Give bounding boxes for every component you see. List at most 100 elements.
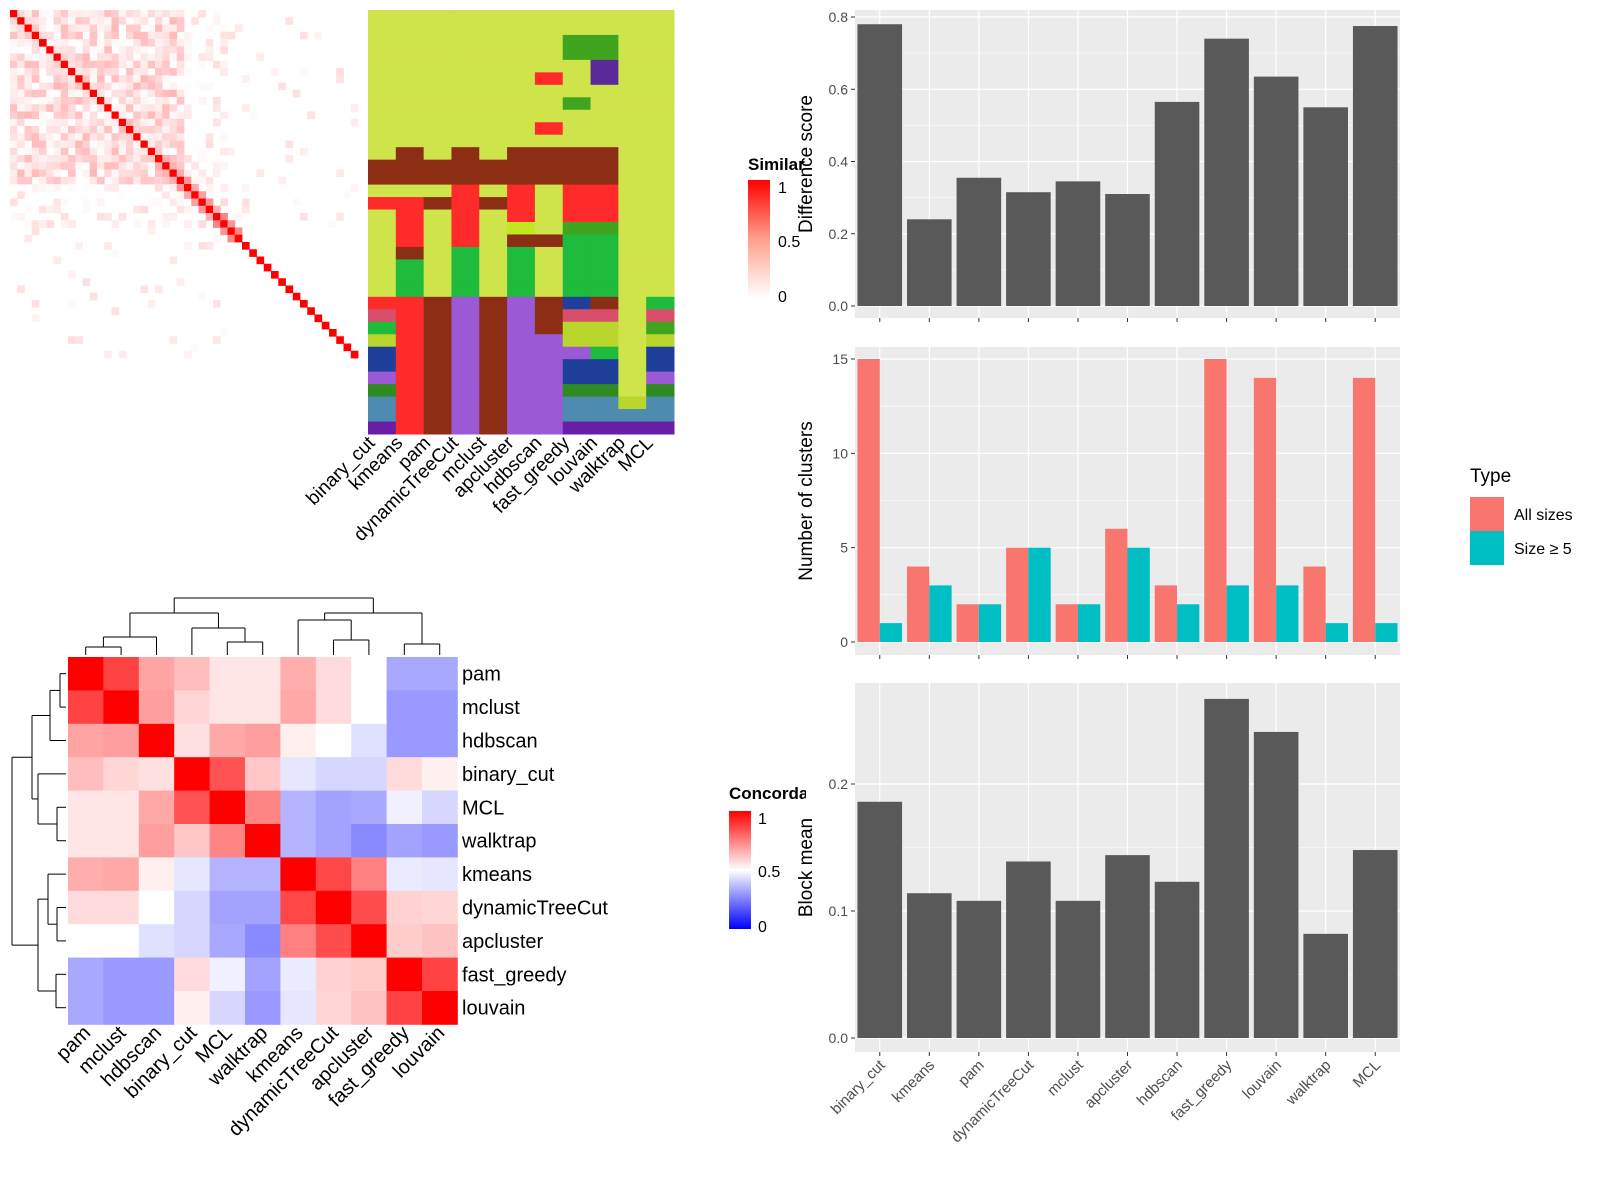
similarity-cell [46,220,54,228]
membership-cell [534,147,564,161]
y-tick-label: 5 [840,540,848,556]
membership-cell [590,259,619,273]
bar-size-ge-5 [1375,623,1398,642]
membership-cell [534,259,564,273]
membership-cell [562,72,592,86]
similarity-cell [10,46,18,54]
similarity-cell [147,220,156,228]
membership-cell [451,409,480,423]
similarity-cell [155,17,163,25]
concordance-cell [174,757,210,791]
concordance-row-label: louvain [462,998,525,1020]
concordance-cell [68,723,104,758]
concordance-legend-title: Concordance [729,784,838,803]
similarity-cell [46,184,54,192]
concordance-row-label: kmeans [462,864,532,886]
similarity-cell [82,198,91,207]
similarity-cell [169,184,178,192]
membership-cell [590,334,619,348]
similarity-cell [82,89,91,98]
membership-cell [395,296,425,310]
similarity-cell [17,68,25,76]
similarity-cell [155,97,163,105]
similarity-cell [184,184,192,192]
similarity-cell [118,60,127,69]
similarity-cell [140,31,149,40]
similarity-cell [184,350,192,359]
similarity-cell [256,169,265,178]
membership-cell [451,197,480,211]
similarity-cell [75,118,83,127]
similarity-cell [60,176,69,185]
similarity-cell [118,46,127,54]
similarity-cell [184,82,192,91]
similarity-cell [82,111,91,120]
concordance-cell [351,890,387,925]
membership-cell [479,321,508,335]
similarity-cell [198,10,207,18]
similarity-cell [17,213,25,221]
bar [1303,933,1348,1038]
membership-cell [646,371,675,385]
similarity-cell [89,147,98,156]
similarity-cell [60,46,69,54]
concordance-cell [315,890,352,925]
similarity-cell [111,140,120,149]
similarity-cell [169,53,178,62]
concordance-cell [386,957,423,992]
membership-cell [618,10,647,23]
membership-cell [534,159,564,173]
membership-cell [368,222,397,235]
concordance-cell [103,991,140,1025]
similarity-cell [82,53,91,62]
membership-cell [562,59,592,73]
similarity-cell [111,176,120,185]
similarity-cell [227,31,236,40]
membership-cell [368,334,397,348]
similarity-cell [126,68,134,76]
similarity-cell [118,126,127,134]
similarity-cell [111,75,120,83]
similarity-cell [133,82,141,91]
concordance-cell [209,924,246,958]
concordance-cell [174,657,210,691]
similarity-cell [24,169,33,178]
similarity-legend-tick-05: 0.5 [778,234,800,251]
membership-cell [479,122,508,136]
type-legend-swatch-size5 [1470,531,1504,565]
membership-cell [395,47,425,61]
bar-all-sizes [1105,528,1128,642]
similarity-cell [68,155,76,163]
bar [1352,26,1398,307]
similarity-cell [205,184,214,192]
similarity-cell [111,10,120,18]
similarity-cell [118,111,127,120]
similarity-cell [97,39,105,47]
similarity-cell [198,198,207,207]
similarity-cell [220,39,228,47]
concordance-cell [386,790,423,825]
similarity-cell [169,176,178,185]
membership-cell [562,371,592,385]
similarity-cell [97,162,105,170]
concordance-cell [422,657,458,691]
similarity-heatmap [10,10,359,359]
similarity-cell [53,118,62,127]
concordance-cell [422,857,458,892]
membership-cell [562,222,592,235]
similarity-cell [39,104,47,112]
similarity-cell [17,126,25,134]
similarity-cell [126,147,134,156]
similarity-cell [147,176,156,185]
similarity-cell [97,126,105,134]
similarity-cell [176,39,185,47]
y-tick-label: 0.2 [829,776,849,792]
membership-cell [395,359,425,373]
similarity-cell [39,89,47,98]
membership-cell [507,147,536,161]
membership-cell [423,184,452,198]
similarity-cell [140,155,149,163]
membership-cell [646,47,675,61]
membership-cell [590,97,619,111]
similarity-cell [82,39,91,47]
